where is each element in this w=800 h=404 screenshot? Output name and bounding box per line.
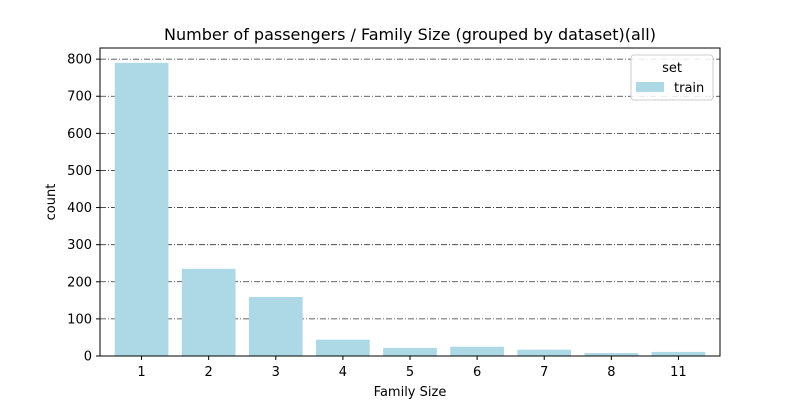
- y-tick-label: 0: [84, 350, 92, 365]
- y-axis-label: count: [44, 184, 59, 221]
- bars: [114, 62, 706, 356]
- legend-label-train: train: [674, 81, 704, 96]
- x-tick-label: 1: [137, 365, 145, 380]
- bar-family-size-3: [248, 296, 303, 356]
- x-tick-label: 8: [607, 365, 615, 380]
- bar-family-size-2: [181, 268, 236, 356]
- bar-family-size-5: [383, 347, 437, 356]
- x-tick-label: 11: [670, 365, 687, 380]
- legend-swatch-train: [636, 82, 664, 92]
- bar-family-size-6: [450, 346, 504, 356]
- chart-title: Number of passengers / Family Size (grou…: [164, 25, 656, 44]
- x-tick-label: 4: [339, 365, 347, 380]
- y-tick-label: 500: [67, 164, 92, 179]
- y-tick-label: 700: [67, 90, 92, 105]
- y-tick-label: 100: [67, 312, 92, 327]
- y-tick-label: 400: [67, 201, 92, 216]
- bar-family-size-11: [651, 351, 706, 356]
- x-tick-label: 7: [540, 365, 548, 380]
- x-tick-label: 3: [272, 365, 280, 380]
- bar-family-size-8: [584, 353, 639, 356]
- legend-title: set: [662, 61, 682, 76]
- y-axis-ticks: 0 100 200 300 400 500 600 700 800: [67, 53, 100, 365]
- x-tick-label: 5: [406, 365, 414, 380]
- bar-family-size-4: [316, 339, 370, 356]
- y-tick-label: 600: [67, 127, 92, 142]
- bar-family-size-7: [517, 349, 572, 356]
- bar-family-size-1: [114, 62, 169, 356]
- legend: set train: [630, 54, 714, 101]
- y-tick-label: 200: [67, 275, 92, 290]
- y-tick-label: 300: [67, 238, 92, 253]
- x-axis-ticks: 1 2 3 4 5 6 7 8 11: [137, 356, 687, 380]
- y-tick-label: 800: [67, 53, 92, 68]
- x-tick-label: 2: [205, 365, 213, 380]
- x-axis-label: Family Size: [374, 385, 447, 400]
- x-tick-label: 6: [473, 365, 481, 380]
